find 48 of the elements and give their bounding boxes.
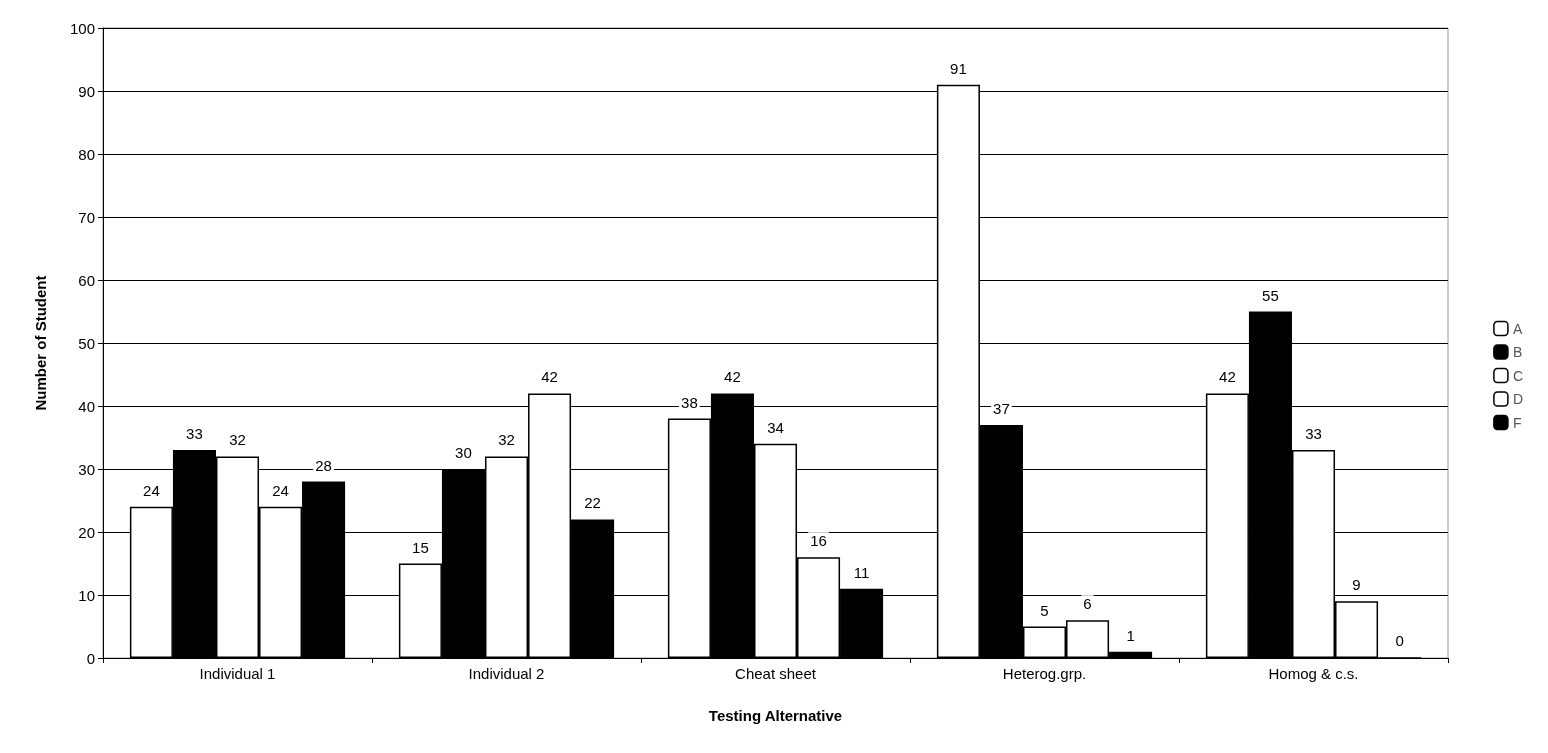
data-label: 42	[541, 368, 558, 386]
data-label: 37	[993, 399, 1010, 417]
data-label: 28	[315, 456, 332, 474]
y-tick-label: 70	[78, 208, 95, 226]
y-tick-label: 0	[86, 649, 95, 667]
x-tick-label: Individual 1	[199, 665, 276, 682]
data-label: 16	[810, 532, 827, 550]
data-label: 38	[681, 393, 698, 411]
data-label: 15	[412, 538, 429, 556]
x-axis-title: Testing Alternative	[708, 707, 843, 724]
legend-label: F	[1512, 414, 1522, 431]
x-tick-label: Homog & c.s.	[1268, 665, 1359, 682]
data-label: 24	[272, 481, 289, 499]
y-tick-label: 100	[69, 19, 95, 37]
y-tick-label: 50	[78, 334, 95, 352]
data-label: 5	[1040, 601, 1049, 619]
x-tick-label: Cheat sheet	[735, 665, 817, 682]
legend-label: C	[1512, 367, 1524, 384]
y-tick-label: 80	[78, 145, 95, 163]
data-label: 9	[1352, 576, 1361, 594]
data-label: 6	[1083, 595, 1092, 613]
data-label: 42	[1219, 368, 1236, 386]
y-tick-label: 90	[78, 82, 95, 100]
data-label: 55	[1262, 286, 1279, 304]
data-label: 33	[186, 425, 203, 443]
legend-label: A	[1512, 320, 1523, 337]
data-label: 91	[950, 59, 967, 77]
x-tick-label: Individual 2	[468, 665, 545, 682]
data-label: 1	[1126, 626, 1135, 644]
y-tick-label: 60	[78, 271, 95, 289]
data-label: 33	[1305, 425, 1322, 443]
y-tick-label: 40	[78, 397, 95, 415]
data-label: 30	[455, 444, 472, 461]
y-tick-label: 10	[78, 586, 95, 604]
data-label: 32	[498, 431, 515, 449]
legend-label: D	[1512, 391, 1524, 407]
data-label: 24	[143, 481, 160, 499]
legend-label: B	[1512, 344, 1523, 360]
data-label: 11	[853, 563, 870, 581]
data-label: 22	[584, 494, 601, 512]
data-label: 0	[1395, 632, 1404, 650]
data-label: 42	[724, 368, 741, 386]
y-axis-title: Number of Student	[32, 275, 49, 411]
y-tick-label: 30	[78, 460, 95, 478]
data-label: 32	[229, 431, 246, 449]
x-tick-label: Heterog.grp.	[1002, 665, 1087, 682]
y-tick-label: 20	[78, 523, 95, 541]
data-label: 34	[767, 418, 784, 436]
